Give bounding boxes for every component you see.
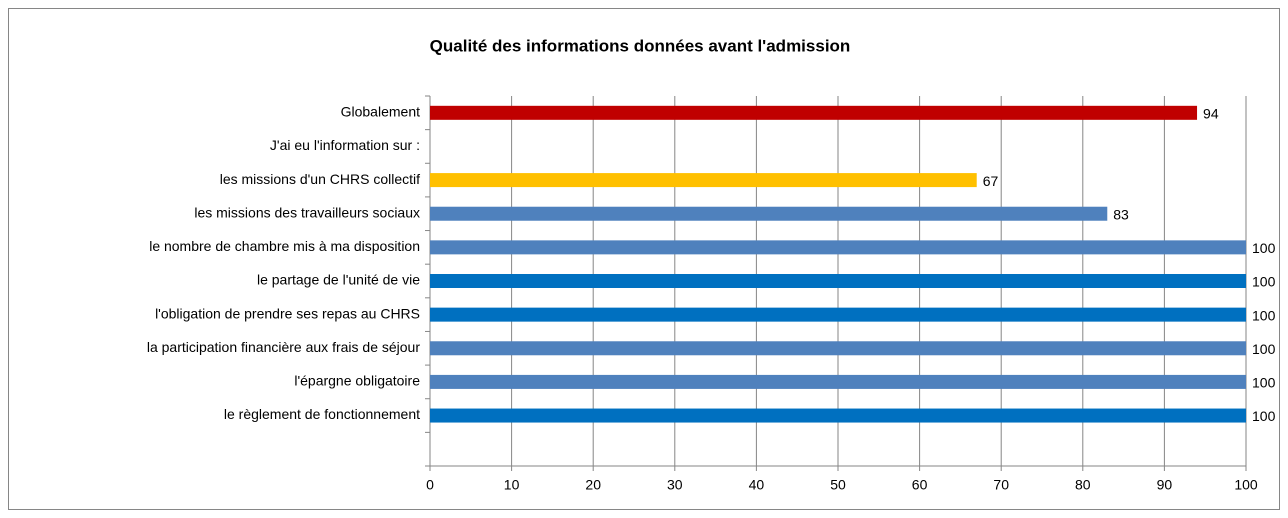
chart-border xyxy=(8,8,1280,510)
x-tick-label: 20 xyxy=(585,477,601,493)
x-tick-label: 30 xyxy=(667,477,683,493)
data-label: 94 xyxy=(1203,106,1219,122)
bar xyxy=(430,408,1246,423)
y-tick-label: les missions des travailleurs sociaux xyxy=(194,204,420,220)
data-label: 100 xyxy=(1252,341,1276,357)
bar xyxy=(430,240,1246,255)
data-label: 100 xyxy=(1252,375,1276,391)
x-tick-label: 70 xyxy=(993,477,1009,493)
y-tick-label: J'ai eu l'information sur : xyxy=(270,137,420,153)
data-label: 100 xyxy=(1252,307,1276,323)
data-label: 67 xyxy=(983,173,999,189)
x-tick-label: 0 xyxy=(426,477,434,493)
data-label: 100 xyxy=(1252,274,1276,290)
data-label: 83 xyxy=(1113,206,1129,222)
bar xyxy=(430,307,1246,322)
x-tick-label: 90 xyxy=(1157,477,1173,493)
y-tick-label: la participation financière aux frais de… xyxy=(147,339,420,355)
chart-title: Qualité des informations données avant l… xyxy=(430,36,851,55)
bar xyxy=(430,274,1246,288)
data-label: 100 xyxy=(1252,240,1276,256)
x-tick-label: 50 xyxy=(830,477,846,493)
x-tick-label: 100 xyxy=(1234,477,1258,493)
x-tick-label: 10 xyxy=(504,477,520,493)
data-label: 100 xyxy=(1252,408,1276,424)
y-tick-label: l'épargne obligatoire xyxy=(294,373,420,389)
y-tick-label: Globalement xyxy=(341,104,420,120)
bar xyxy=(430,173,977,188)
bar xyxy=(430,105,1198,120)
x-tick-label: 80 xyxy=(1075,477,1091,493)
bar xyxy=(430,341,1246,356)
y-tick-label: le partage de l'unité de vie xyxy=(257,272,420,288)
x-tick-label: 60 xyxy=(912,477,928,493)
bar xyxy=(430,374,1246,389)
y-tick-label: l'obligation de prendre ses repas au CHR… xyxy=(155,305,420,321)
bar xyxy=(430,206,1108,221)
x-tick-label: 40 xyxy=(749,477,765,493)
y-tick-label: le nombre de chambre mis à ma dispositio… xyxy=(149,238,420,254)
y-tick-label: le règlement de fonctionnement xyxy=(224,406,420,422)
y-tick-label: les missions d'un CHRS collectif xyxy=(220,171,420,187)
